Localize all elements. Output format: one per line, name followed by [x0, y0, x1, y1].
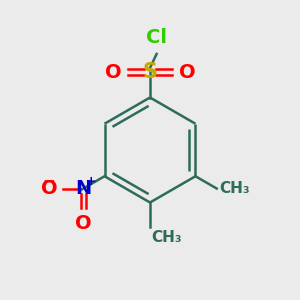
- Text: O: O: [178, 62, 195, 82]
- Text: CH₃: CH₃: [152, 230, 182, 244]
- Text: O: O: [41, 179, 57, 198]
- Text: O: O: [75, 214, 92, 233]
- Text: −: −: [43, 174, 56, 190]
- Text: O: O: [105, 62, 122, 82]
- Text: Cl: Cl: [146, 28, 167, 47]
- Text: CH₃: CH₃: [219, 181, 250, 196]
- Text: S: S: [142, 62, 158, 82]
- Text: N: N: [75, 179, 92, 198]
- Text: +: +: [85, 175, 96, 188]
